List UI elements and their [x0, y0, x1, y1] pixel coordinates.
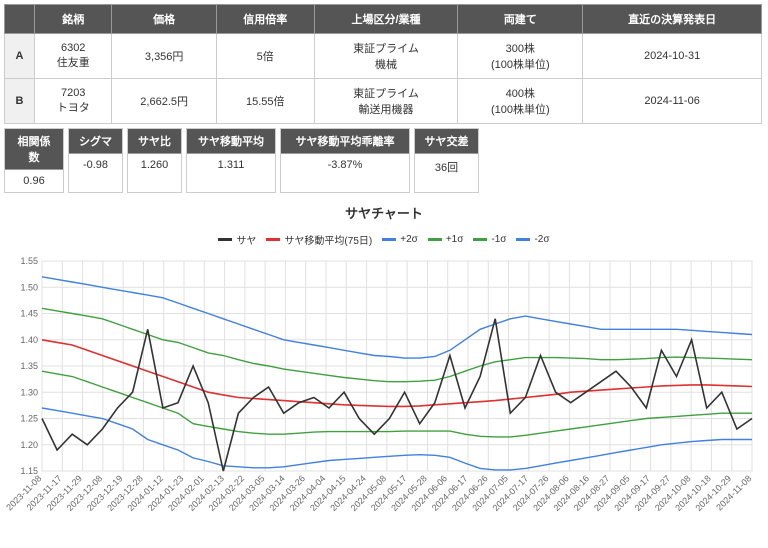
price-cell: 3,356円: [112, 34, 217, 79]
table-row: A6302住友重3,356円5倍東証プライム機械300株(100株単位)2024…: [5, 34, 762, 79]
row-label: A: [5, 34, 35, 79]
legend-item: サヤ移動平均(75日): [266, 232, 372, 247]
col-header: 価格: [112, 5, 217, 34]
svg-text:1.35: 1.35: [20, 361, 38, 371]
stat-label: シグマ: [69, 129, 122, 154]
svg-text:1.55: 1.55: [20, 256, 38, 266]
stocks-table: 銘柄価格信用倍率上場区分/業種両建て直近の決算発表日 A6302住友重3,356…: [4, 4, 762, 124]
col-header: 上場区分/業種: [314, 5, 458, 34]
stat-label: 相関係数: [5, 129, 63, 170]
earnings-cell: 2024-11-06: [583, 79, 762, 124]
legend-swatch: [382, 238, 396, 241]
stat-label: サヤ移動平均: [187, 129, 275, 154]
stat-value: 0.96: [5, 170, 63, 192]
stock-code-cell: 6302住友重: [35, 34, 112, 79]
stock-code-cell: 7203トヨタ: [35, 79, 112, 124]
svg-text:1.45: 1.45: [20, 309, 38, 319]
col-header: 直近の決算発表日: [583, 5, 762, 34]
margin-cell: 5倍: [216, 34, 314, 79]
stats-row: 相関係数0.96シグマ-0.98サヤ比1.260サヤ移動平均1.311サヤ移動平…: [4, 128, 764, 193]
stat-label: サヤ移動平均乖離率: [281, 129, 409, 154]
stat-box: サヤ比1.260: [127, 128, 182, 193]
earnings-cell: 2024-10-31: [583, 34, 762, 79]
market-cell: 東証プライム機械: [314, 34, 458, 79]
margin-cell: 15.55倍: [216, 79, 314, 124]
table-row: B7203トヨタ2,662.5円15.55倍東証プライム輸送用機器400株(10…: [5, 79, 762, 124]
stat-box: サヤ移動平均1.311: [186, 128, 276, 193]
stat-value: 36回: [415, 154, 478, 180]
legend-swatch: [218, 238, 232, 241]
stat-label: サヤ交差: [415, 129, 478, 154]
legend-swatch: [428, 238, 442, 241]
stat-value: -3.87%: [281, 154, 409, 176]
legend-swatch: [266, 238, 280, 241]
price-cell: 2,662.5円: [112, 79, 217, 124]
legend-item: -1σ: [473, 232, 506, 247]
chart-title: サヤチャート: [4, 197, 764, 228]
chart-svg: 1.151.201.251.301.351.401.451.501.552023…: [4, 251, 762, 531]
stat-box: 相関係数0.96: [4, 128, 64, 193]
lot-cell: 400株(100株単位): [458, 79, 583, 124]
legend-label: -2σ: [534, 234, 549, 245]
market-cell: 東証プライム輸送用機器: [314, 79, 458, 124]
legend-swatch: [473, 238, 487, 241]
legend-swatch: [516, 238, 530, 241]
legend-label: +2σ: [400, 234, 418, 245]
svg-text:1.25: 1.25: [20, 414, 38, 424]
legend-label: +1σ: [446, 234, 464, 245]
stat-box: サヤ移動平均乖離率-3.87%: [280, 128, 410, 193]
stat-label: サヤ比: [128, 129, 181, 154]
stat-box: シグマ-0.98: [68, 128, 123, 193]
svg-text:1.30: 1.30: [20, 387, 38, 397]
col-header: 銘柄: [35, 5, 112, 34]
svg-text:1.50: 1.50: [20, 282, 38, 292]
legend-item: サヤ: [218, 232, 256, 247]
col-header: 両建て: [458, 5, 583, 34]
svg-text:1.20: 1.20: [20, 440, 38, 450]
legend-label: -1σ: [491, 234, 506, 245]
col-header: 信用倍率: [216, 5, 314, 34]
saya-chart: サヤチャート サヤサヤ移動平均(75日)+2σ+1σ-1σ-2σ 1.151.2…: [4, 197, 764, 531]
legend-item: +2σ: [382, 232, 418, 247]
legend-label: サヤ移動平均(75日): [284, 232, 372, 247]
stat-value: 1.260: [128, 154, 181, 176]
legend-item: +1σ: [428, 232, 464, 247]
stat-box: サヤ交差36回: [414, 128, 479, 193]
stat-value: 1.311: [187, 154, 275, 176]
row-label: B: [5, 79, 35, 124]
stat-value: -0.98: [69, 154, 122, 176]
legend-item: -2σ: [516, 232, 549, 247]
legend-label: サヤ: [236, 232, 256, 247]
lot-cell: 300株(100株単位): [458, 34, 583, 79]
svg-text:1.40: 1.40: [20, 335, 38, 345]
chart-legend: サヤ サヤ移動平均(75日) +2σ +1σ -1σ -2σ: [4, 228, 764, 251]
